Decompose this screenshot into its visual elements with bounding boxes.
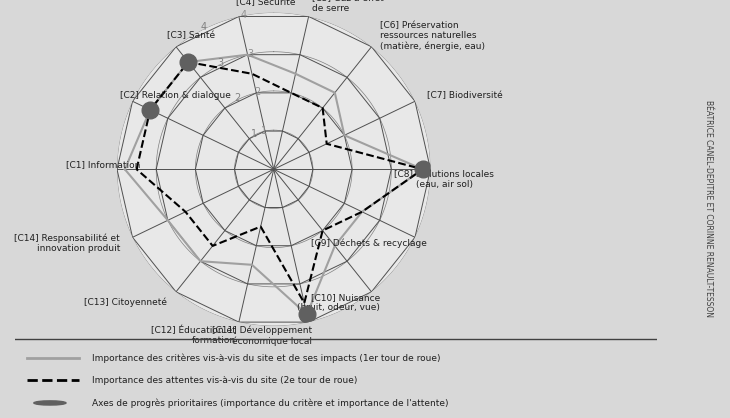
Text: [C8] Pollutions locales
(eau, air sol): [C8] Pollutions locales (eau, air sol) — [394, 169, 494, 189]
Text: [C13] Citoyenneté: [C13] Citoyenneté — [85, 298, 167, 307]
Text: Importance des attentes vis-à-vis du site (2e tour de roue): Importance des attentes vis-à-vis du sit… — [92, 376, 357, 385]
Circle shape — [34, 401, 66, 405]
Text: 2: 2 — [234, 93, 240, 103]
Text: 4: 4 — [240, 10, 247, 20]
Text: 3: 3 — [218, 58, 223, 68]
Text: [C3] Santé: [C3] Santé — [167, 31, 215, 41]
Text: 4: 4 — [201, 23, 207, 33]
Text: [C14] Responsabilité et
innovation produit: [C14] Responsabilité et innovation produ… — [15, 233, 120, 253]
Text: 1: 1 — [261, 126, 267, 136]
Text: [C4] Sécurité: [C4] Sécurité — [236, 0, 296, 8]
Text: [C9] Déchets & recyclage: [C9] Déchets & recyclage — [312, 239, 427, 248]
Text: [C2] Relation & dialogue: [C2] Relation & dialogue — [120, 91, 231, 100]
Text: [C10] Nuisance
(bruit, odeur, vue): [C10] Nuisance (bruit, odeur, vue) — [297, 293, 380, 312]
Text: [C11] Développement
économique local: [C11] Développement économique local — [212, 325, 312, 346]
Text: Axes de progrès prioritaires (importance du critère et importance de l'attente): Axes de progrès prioritaires (importance… — [92, 398, 448, 408]
Text: [C6] Préservation
ressources naturelles
(matière, énergie, eau): [C6] Préservation ressources naturelles … — [380, 21, 485, 51]
Text: [C7] Biodiversité: [C7] Biodiversité — [427, 91, 503, 100]
Text: [C12] Éducation et
formation: [C12] Éducation et formation — [151, 326, 236, 345]
Text: 3: 3 — [247, 48, 253, 59]
Text: [C1] Information: [C1] Information — [66, 160, 140, 169]
Text: 2: 2 — [254, 87, 260, 97]
Text: BÉATRICE CANEL-DEPITRE ET CORINNE RENAULT-TESSON: BÉATRICE CANEL-DEPITRE ET CORINNE RENAUL… — [704, 100, 712, 318]
Text: 1: 1 — [251, 129, 257, 139]
Text: Importance des critères vis-à-vis du site et de ses impacts (1er tour de roue): Importance des critères vis-à-vis du sit… — [92, 353, 440, 362]
Text: [C5] Gaz à effet
de serre: [C5] Gaz à effet de serre — [312, 0, 383, 13]
